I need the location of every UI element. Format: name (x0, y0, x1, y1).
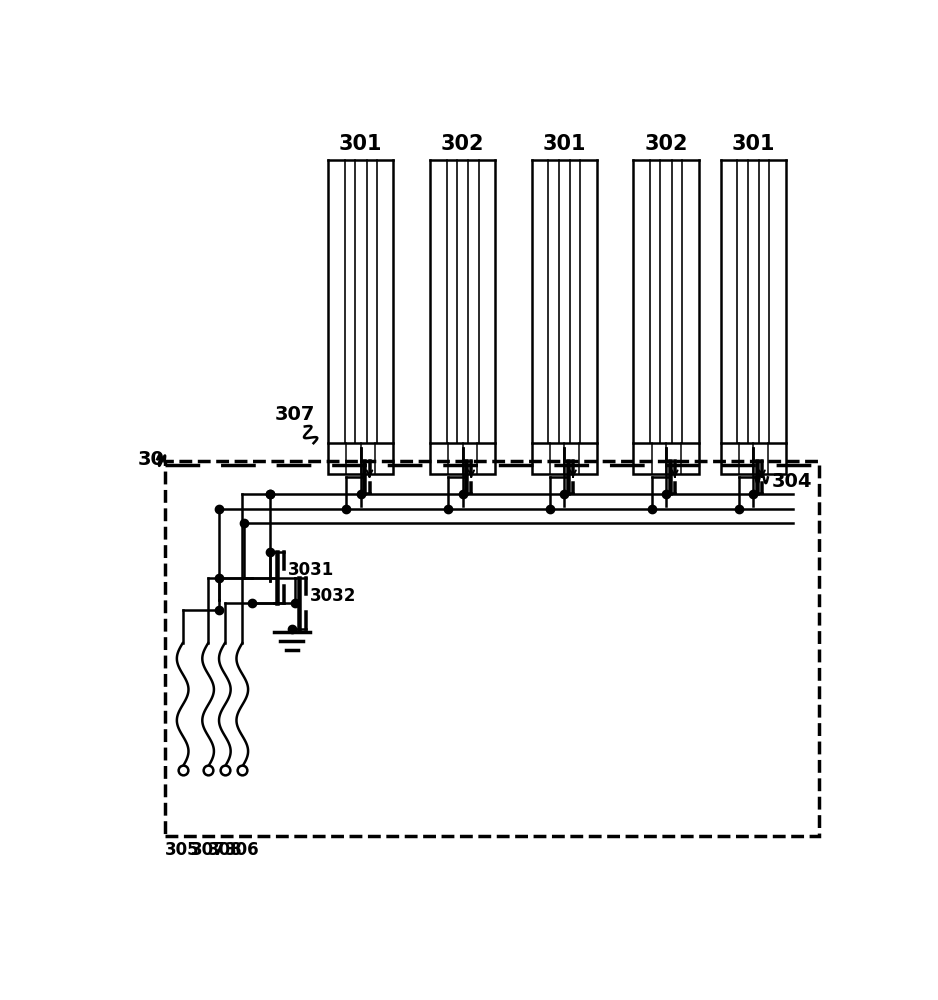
Text: 301: 301 (732, 134, 775, 154)
Text: 302: 302 (644, 134, 688, 154)
Text: 30: 30 (138, 450, 164, 469)
Bar (633, 443, 699, 474)
Bar (720, 443, 786, 474)
Text: 3032: 3032 (310, 587, 356, 605)
Text: 308: 308 (207, 841, 242, 859)
Bar (328, 443, 394, 474)
Bar (164, 461, 819, 836)
Text: 301: 301 (542, 134, 586, 154)
Text: 307: 307 (190, 841, 225, 859)
Bar (532, 443, 597, 474)
Text: 307: 307 (275, 405, 315, 424)
Text: 302: 302 (441, 134, 484, 154)
Text: 305: 305 (165, 841, 200, 859)
Text: 3031: 3031 (288, 561, 334, 579)
Text: 301: 301 (339, 134, 383, 154)
Text: 304: 304 (771, 472, 812, 491)
Bar (430, 443, 495, 474)
Text: 306: 306 (225, 841, 260, 859)
